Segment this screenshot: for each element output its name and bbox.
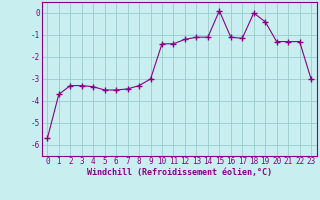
X-axis label: Windchill (Refroidissement éolien,°C): Windchill (Refroidissement éolien,°C)	[87, 168, 272, 177]
